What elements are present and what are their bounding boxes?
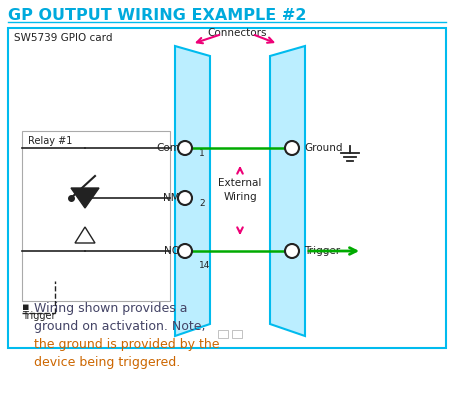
Circle shape bbox=[178, 141, 192, 155]
Text: Connectors: Connectors bbox=[207, 28, 267, 38]
Polygon shape bbox=[175, 46, 210, 336]
Text: 1: 1 bbox=[199, 149, 205, 158]
Polygon shape bbox=[71, 188, 99, 208]
Circle shape bbox=[285, 244, 299, 258]
Text: SW5739 GPIO card: SW5739 GPIO card bbox=[14, 33, 113, 43]
Text: 2: 2 bbox=[199, 199, 205, 208]
Text: the ground is provided by the: the ground is provided by the bbox=[34, 338, 219, 351]
Text: External
Wiring: External Wiring bbox=[218, 178, 262, 202]
Polygon shape bbox=[75, 227, 95, 243]
Text: ground on activation. Note,: ground on activation. Note, bbox=[34, 320, 206, 333]
Text: Relay #1: Relay #1 bbox=[28, 136, 72, 146]
Text: GP OUTPUT WIRING EXAMPLE #2: GP OUTPUT WIRING EXAMPLE #2 bbox=[8, 8, 306, 23]
Text: Trigger: Trigger bbox=[22, 311, 55, 321]
Polygon shape bbox=[270, 46, 305, 336]
Bar bbox=[22, 131, 170, 301]
Text: NO: NO bbox=[164, 246, 180, 256]
Text: Ground: Ground bbox=[304, 143, 342, 153]
Text: Com: Com bbox=[156, 143, 180, 153]
Text: NM: NM bbox=[163, 193, 180, 203]
Text: ▪: ▪ bbox=[22, 302, 30, 312]
Circle shape bbox=[285, 141, 299, 155]
Text: 14: 14 bbox=[199, 261, 210, 270]
Text: device being triggered.: device being triggered. bbox=[34, 356, 180, 369]
Text: Wiring shown provides a: Wiring shown provides a bbox=[34, 302, 188, 315]
Bar bbox=[8, 28, 446, 348]
Circle shape bbox=[178, 244, 192, 258]
Bar bbox=[232, 330, 242, 338]
Text: Trigger: Trigger bbox=[304, 246, 340, 256]
Bar bbox=[218, 330, 228, 338]
Circle shape bbox=[178, 191, 192, 205]
